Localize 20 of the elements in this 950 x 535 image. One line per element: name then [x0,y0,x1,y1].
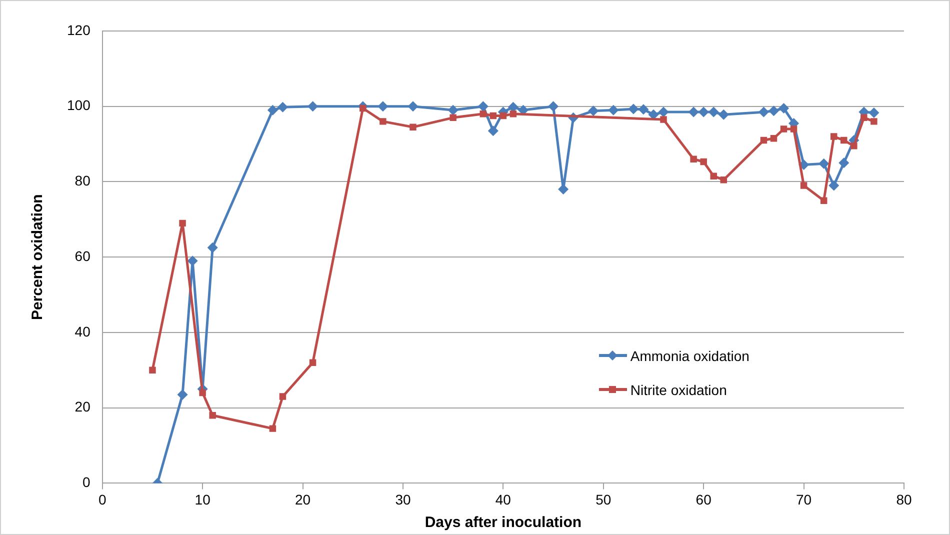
x-tick-label: 70 [796,491,812,508]
y-tick-label: 60 [74,248,91,264]
x-tick-label: 80 [896,491,912,508]
x-tick-label: 0 [98,491,106,508]
legend-label: Ammonia oxidation [630,348,750,364]
x-tick-label: 30 [395,491,411,508]
y-tick-label: 120 [67,22,91,38]
y-axis-title: Percent oxidation [29,194,46,320]
y-tick-label: 20 [74,398,91,415]
x-axis-title: Days after inoculation [424,514,582,532]
legend-label: Nitrite oxidation [630,382,727,398]
x-tick-label: 50 [596,491,612,508]
x-tick-label: 40 [495,491,512,508]
y-tick-label: 0 [82,474,91,490]
x-tick-label: 60 [696,491,712,508]
y-tick-label: 80 [74,172,91,189]
x-tick-label: 10 [194,491,211,508]
y-tick-label: 40 [74,323,91,340]
y-tick-label: 100 [67,97,91,114]
x-tick-label: 20 [294,491,311,508]
